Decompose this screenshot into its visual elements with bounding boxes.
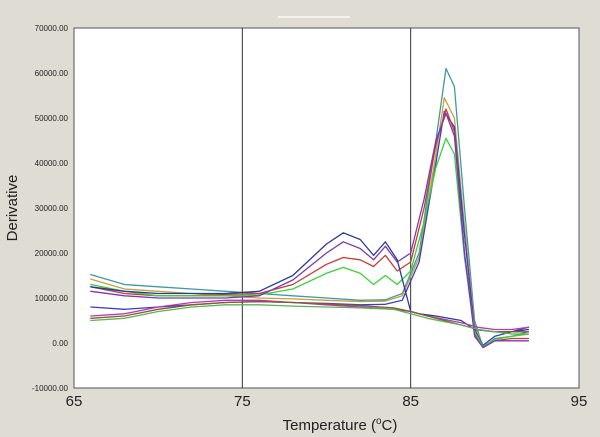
y-tick-label: 20000.00 xyxy=(35,249,69,258)
y-tick-label: 60000.00 xyxy=(35,69,69,78)
x-tick-label: 95 xyxy=(571,393,588,410)
series-line-8 xyxy=(90,299,530,331)
series-line-5 xyxy=(90,137,530,348)
series-line-7 xyxy=(90,232,530,333)
y-tick-label: 40000.00 xyxy=(35,159,69,168)
x-axis-title-degree: o xyxy=(376,416,382,427)
y-tick-label: 10000.00 xyxy=(35,294,69,303)
y-tick-label: -10000.00 xyxy=(32,384,69,393)
y-tick-label: 70000.00 xyxy=(35,24,69,33)
series-lines xyxy=(90,67,530,349)
y-tick-label: 0.00 xyxy=(52,339,68,348)
x-axis-title: Temperature (oC) xyxy=(283,416,398,434)
plot-area xyxy=(73,27,580,389)
series-line-10 xyxy=(90,304,530,335)
x-axis-tick-labels: 65 75 85 95 xyxy=(66,393,588,410)
series-line-4 xyxy=(90,108,530,349)
x-axis-title-prefix: Temperature ( xyxy=(283,417,376,434)
vertical-gridlines xyxy=(241,28,412,388)
y-tick-label: 30000.00 xyxy=(35,204,69,213)
x-axis-title-suffix: C) xyxy=(382,417,398,434)
x-tick-label: 75 xyxy=(234,393,251,410)
x-tick-label: 85 xyxy=(402,393,419,410)
series-line-6 xyxy=(90,112,530,349)
y-axis-title: Derivative xyxy=(4,175,21,242)
x-tick-label: 65 xyxy=(66,393,83,410)
y-axis-tick-labels: -10000.00 0.00 10000.00 20000.00 30000.00 400… xyxy=(32,24,69,393)
y-tick-label: 50000.00 xyxy=(35,114,69,123)
